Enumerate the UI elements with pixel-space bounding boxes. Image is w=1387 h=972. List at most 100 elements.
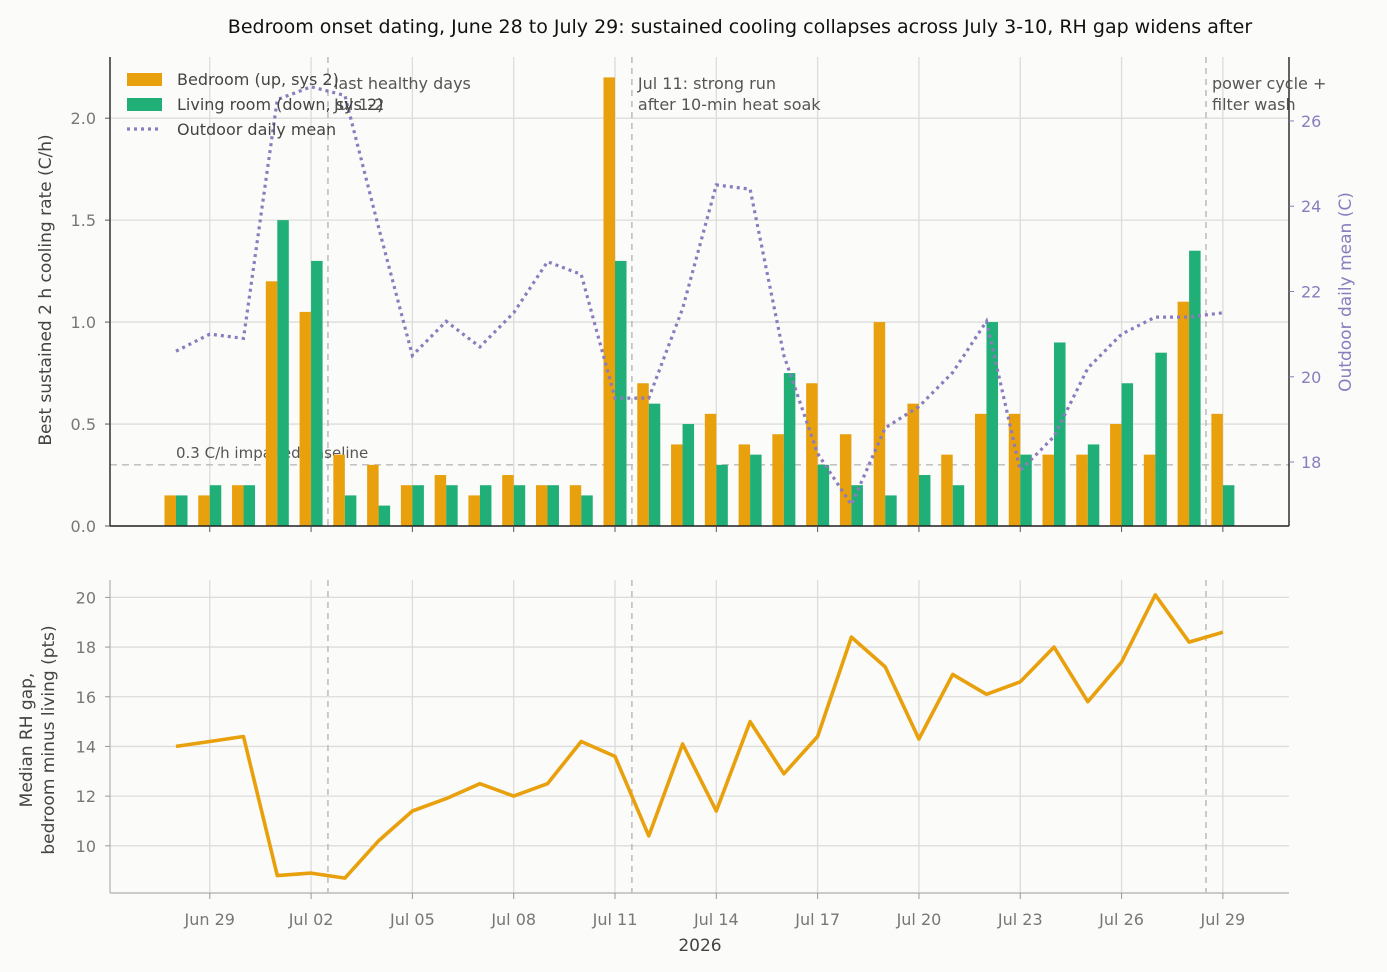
x-tick-label: Jul 05 bbox=[389, 910, 435, 929]
bar-living bbox=[1087, 444, 1100, 526]
bar-bedroom bbox=[198, 495, 210, 526]
bar-bedroom bbox=[941, 454, 953, 526]
x-axis-label: 2026 bbox=[678, 936, 721, 956]
bottom-gridlines bbox=[110, 580, 1289, 893]
bar-living bbox=[209, 485, 222, 526]
bar-living bbox=[378, 505, 391, 526]
annotation-text: power cycle + bbox=[1212, 74, 1326, 93]
legend-label: Outdoor daily mean bbox=[177, 120, 336, 139]
bar-living bbox=[682, 424, 695, 526]
bar-living bbox=[986, 322, 998, 526]
bar-living bbox=[176, 495, 188, 526]
x-tick-label: Jun 29 bbox=[184, 910, 235, 929]
y2-tick-label: 26 bbox=[1301, 112, 1321, 131]
y-axis-label-line: Median RH gap, bbox=[17, 673, 37, 808]
bar-bedroom bbox=[367, 464, 379, 526]
bar-bedroom bbox=[772, 434, 784, 526]
y-tick-label: 14 bbox=[76, 737, 96, 756]
x-tick-label: Jul 17 bbox=[794, 910, 840, 929]
bar-living bbox=[243, 485, 256, 526]
bar-bedroom bbox=[434, 475, 447, 526]
bar-bedroom bbox=[873, 322, 886, 526]
bar-bedroom bbox=[806, 383, 818, 526]
bar-bedroom bbox=[1143, 454, 1156, 526]
x-tick-label: Jul 26 bbox=[1098, 910, 1144, 929]
bar-bedroom bbox=[1110, 424, 1122, 526]
outdoor-series-line bbox=[175, 85, 1224, 509]
y-tick-label: 1.5 bbox=[71, 211, 96, 230]
bar-living bbox=[1121, 383, 1134, 526]
y-tick-label: 18 bbox=[76, 638, 96, 657]
bar-living bbox=[344, 495, 357, 526]
y-axis-label-bottom: Median RH gap, bedroom minus living (pts) bbox=[17, 625, 59, 854]
top-axes: 0.0 0.5 1.0 1.5 2.0 18 20 22 24 26 bbox=[71, 57, 1321, 536]
y2-tick-label: 22 bbox=[1301, 283, 1321, 302]
bar-living bbox=[716, 464, 728, 526]
y-tick-label: 10 bbox=[76, 837, 96, 856]
y-tick-label: 16 bbox=[76, 688, 96, 707]
bar-living bbox=[446, 485, 458, 526]
bar-bedroom bbox=[333, 454, 345, 526]
y2-tick-label: 24 bbox=[1301, 197, 1321, 216]
bar-living bbox=[750, 454, 762, 526]
bar-living bbox=[1155, 352, 1167, 526]
y-axis-label-line: bedroom minus living (pts) bbox=[39, 625, 59, 854]
annotation-text: last healthy days bbox=[334, 74, 471, 93]
bar-living bbox=[479, 485, 492, 526]
x-tick-label: Jul 14 bbox=[693, 910, 739, 929]
bar-bedroom bbox=[839, 434, 852, 526]
x-tick-label: Jul 29 bbox=[1199, 910, 1245, 929]
y-tick-label: 2.0 bbox=[71, 109, 96, 128]
bar-bedroom bbox=[535, 485, 548, 526]
bar-bedroom bbox=[1211, 413, 1223, 526]
bar-living bbox=[851, 485, 863, 526]
bar-living bbox=[918, 475, 931, 526]
bar-bedroom bbox=[603, 77, 616, 527]
bottom-panel: 10 12 14 16 18 20 Jun 29 Jul 02 Jul 05 Jul 08 Jul … bbox=[17, 580, 1289, 956]
y-tick-label: 12 bbox=[76, 787, 96, 806]
top-panel: 0.3 C/h impaired baseline 0.00.51.01.52.… bbox=[36, 57, 1356, 536]
bar-bedroom bbox=[400, 485, 413, 526]
bar-bedroom bbox=[1008, 413, 1021, 526]
bar-bedroom bbox=[637, 383, 649, 526]
bar-living bbox=[885, 495, 897, 526]
bar-bedroom bbox=[569, 485, 582, 526]
y-tick-label: 0.5 bbox=[71, 415, 96, 434]
legend-label: Bedroom (up, sys 2) bbox=[177, 70, 339, 89]
chart-title: Bedroom onset dating, June 28 to July 29… bbox=[228, 16, 1253, 38]
bar-living bbox=[783, 373, 796, 526]
bar-living bbox=[1222, 485, 1235, 526]
annotation-text: Jul 1-2 bbox=[333, 95, 385, 114]
bar-living bbox=[513, 485, 526, 526]
top-annotations: last healthy days Jul 1-2 Jul 11: strong r… bbox=[333, 74, 1326, 114]
bar-living bbox=[1020, 454, 1032, 526]
y2-axis-label: Outdoor daily mean (C) bbox=[1336, 192, 1356, 392]
bar-living bbox=[615, 260, 627, 526]
legend: Bedroom (up, sys 2) Living room (down, sy… bbox=[127, 70, 383, 139]
bar-bedroom bbox=[671, 444, 683, 526]
y-axis-label-top: Best sustained 2 h cooling rate (C/h) bbox=[36, 134, 56, 445]
bar-bedroom bbox=[1177, 301, 1190, 526]
x-tick-label: Jul 02 bbox=[288, 910, 334, 929]
y-tick-label: 1.0 bbox=[71, 313, 96, 332]
bar-living bbox=[648, 403, 661, 526]
y-tick-label: 20 bbox=[76, 588, 96, 607]
legend-swatch bbox=[127, 73, 162, 86]
bar-living bbox=[581, 495, 593, 526]
x-tick-label: Jul 11 bbox=[592, 910, 638, 929]
annotation-text: after 10-min heat soak bbox=[638, 95, 821, 114]
annotation-text: filter wash bbox=[1212, 95, 1296, 114]
bar-bedroom bbox=[1042, 454, 1055, 526]
y-tick-label: 0.0 bbox=[71, 517, 96, 536]
bar-living bbox=[817, 464, 830, 526]
x-tick-label: Jul 08 bbox=[490, 910, 536, 929]
bar-bedroom bbox=[232, 485, 244, 526]
x-tick-label: Jul 20 bbox=[896, 910, 942, 929]
bar-living bbox=[412, 485, 424, 526]
bar-bedroom bbox=[299, 311, 312, 526]
y2-tick-label: 18 bbox=[1301, 453, 1321, 472]
bar-bedroom bbox=[738, 444, 751, 526]
bar-bedroom bbox=[704, 413, 717, 526]
bar-bedroom bbox=[974, 413, 987, 526]
